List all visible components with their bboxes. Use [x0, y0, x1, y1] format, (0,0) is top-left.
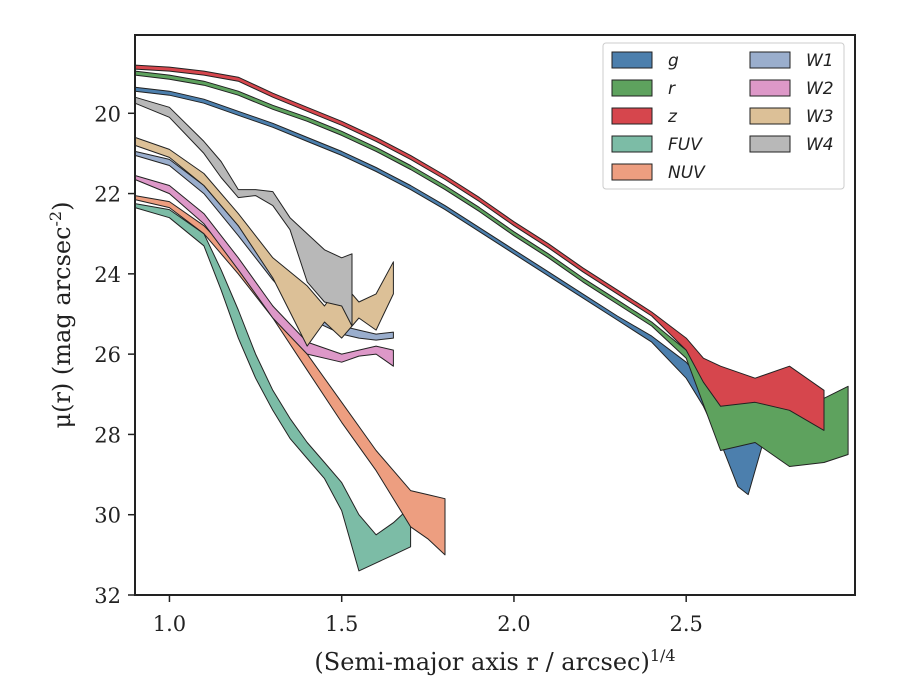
legend-label-g: g	[668, 51, 679, 71]
y-tick-label: 22	[94, 183, 121, 207]
y-tick-label: 26	[94, 343, 121, 367]
legend-swatch-w4	[749, 135, 791, 153]
legend-swatch-w2	[749, 79, 791, 97]
legend: grz FUV NUV W1 W2 W3 W4	[602, 42, 845, 190]
legend-label-w3: W3	[806, 107, 834, 127]
legend-swatch-w1	[749, 51, 791, 69]
legend-label-z: z	[667, 107, 678, 127]
y-tick-label: 30	[94, 504, 121, 528]
band-w2	[134, 175, 394, 367]
x-axis-label: (Semi-major axis r / arcsec)1/4	[314, 646, 675, 677]
y-tick-label: 20	[94, 102, 121, 126]
legend-label-nuv: NUV	[668, 163, 706, 183]
legend-label-fuv: FUV	[668, 135, 703, 155]
legend-label-r: r	[668, 79, 676, 99]
y-tick-label: 28	[94, 423, 121, 447]
legend-swatch-nuv	[611, 163, 653, 181]
y-tick-label: 24	[94, 263, 121, 287]
legend-label-w1: W1	[806, 51, 834, 71]
band-r	[134, 70, 849, 467]
band-nuv	[134, 195, 446, 556]
x-tick-label: 1.5	[325, 612, 358, 636]
x-tick-label: 1.0	[153, 612, 186, 636]
legend-label-w4: W4	[806, 135, 834, 155]
legend-swatch-fuv	[611, 135, 653, 153]
legend-swatch-z	[611, 107, 653, 125]
band-w3	[134, 136, 394, 347]
x-ticks: 1.0 1.5 2.0 2.5	[153, 595, 703, 636]
x-tick-label: 2.0	[497, 612, 530, 636]
y-ticks: 20 22 24 26 28 30 32	[94, 102, 135, 608]
legend-swatch-g	[611, 51, 653, 69]
legend-swatch-r	[611, 79, 653, 97]
y-tick-label: 32	[94, 584, 121, 608]
axes-frame	[134, 34, 856, 596]
band-z	[134, 64, 825, 431]
legend-label-w2: W2	[806, 79, 834, 99]
band-fuv	[134, 203, 412, 572]
band-w4	[134, 96, 353, 327]
plot-area	[134, 64, 849, 572]
legend-swatch-w3	[749, 107, 791, 125]
x-tick-label: 2.5	[669, 612, 702, 636]
y-axis-label: μ(r) (mag arcsec-2)	[46, 202, 77, 429]
